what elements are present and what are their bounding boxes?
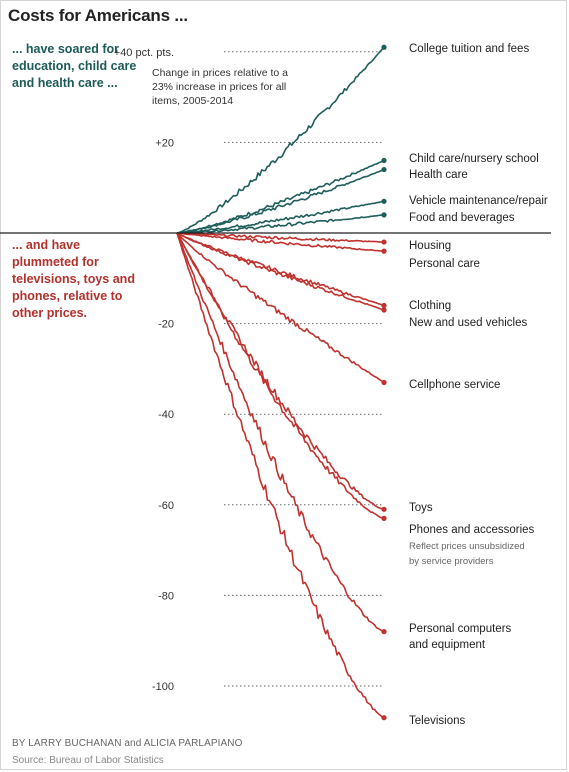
series-label: Televisions <box>409 715 465 727</box>
series-end-point <box>381 506 387 512</box>
series-line <box>176 46 385 234</box>
y-tick-label: -100 <box>152 681 174 693</box>
intro-falling: ... and have plummeted for televisions, … <box>12 238 135 320</box>
gridlines <box>224 51 384 687</box>
series-end-point <box>381 157 387 164</box>
series-label: Toys <box>409 502 433 514</box>
series-line <box>176 214 385 234</box>
series-line <box>176 232 385 384</box>
series-label: College tuition and fees <box>409 43 529 55</box>
series-line <box>176 232 385 243</box>
intro-rising: ... have soared for education, child car… <box>12 42 137 90</box>
series-end-point <box>381 212 387 218</box>
series-label: New and used vehicles <box>409 317 528 329</box>
series-labels: College tuition and fees Child care/nurse… <box>409 43 548 727</box>
series-end-point <box>381 629 387 635</box>
series-line <box>176 232 385 311</box>
y-tick-labels: +40 pct. pts. +20 -20 -40 -60 -80 -100 <box>114 47 174 693</box>
series-lines <box>176 44 387 721</box>
chart-title: Costs for Americans ... <box>8 6 188 25</box>
series-line <box>176 232 385 719</box>
series-label: Child care/nursery school <box>409 153 539 165</box>
series-label: Food and beverages <box>409 212 515 224</box>
series-end-point <box>381 515 387 521</box>
series-end-point <box>381 379 387 386</box>
series-label: Personal computers and equipment <box>409 623 512 651</box>
series-line <box>176 232 385 520</box>
series-end-point <box>381 239 387 245</box>
series-line <box>176 232 385 307</box>
series-label: Housing <box>409 240 451 252</box>
y-tick-label: +20 <box>155 137 174 149</box>
series-end-point <box>381 248 387 254</box>
series-end-point <box>381 307 387 313</box>
series-label: Phones and accessories <box>409 524 535 536</box>
series-line <box>176 232 385 633</box>
series-label: Personal care <box>409 258 480 270</box>
series-line <box>176 232 385 511</box>
series-label: Vehicle maintenance/repair <box>409 195 548 207</box>
series-label: Clothing <box>409 300 451 312</box>
series-line <box>176 159 385 234</box>
series-label: Cellphone service <box>409 379 500 391</box>
series-end-point <box>381 44 387 50</box>
y-tick-label: -80 <box>158 590 174 602</box>
y-tick-label: -40 <box>158 409 174 421</box>
y-tick-label: -20 <box>158 319 174 331</box>
series-sub-note: Reflect prices unsubsidized by service pr… <box>409 541 525 567</box>
y-tick-label: +40 pct. pts. <box>114 47 174 59</box>
series-end-point <box>381 166 387 173</box>
series-end-point <box>381 715 387 721</box>
series-end-point <box>381 302 387 309</box>
series-end-point <box>381 198 387 204</box>
series-line <box>176 200 385 234</box>
chart-note: Change in prices relative to a 23% increa… <box>152 67 288 107</box>
series-label: Health care <box>409 169 468 181</box>
source: Source: Bureau of Labor Statistics <box>12 755 164 766</box>
y-tick-label: -60 <box>158 500 174 512</box>
series-line <box>176 168 385 234</box>
byline: BY LARRY BUCHANAN and ALICIA PARLAPIANO <box>12 738 243 749</box>
series-line <box>176 232 385 252</box>
